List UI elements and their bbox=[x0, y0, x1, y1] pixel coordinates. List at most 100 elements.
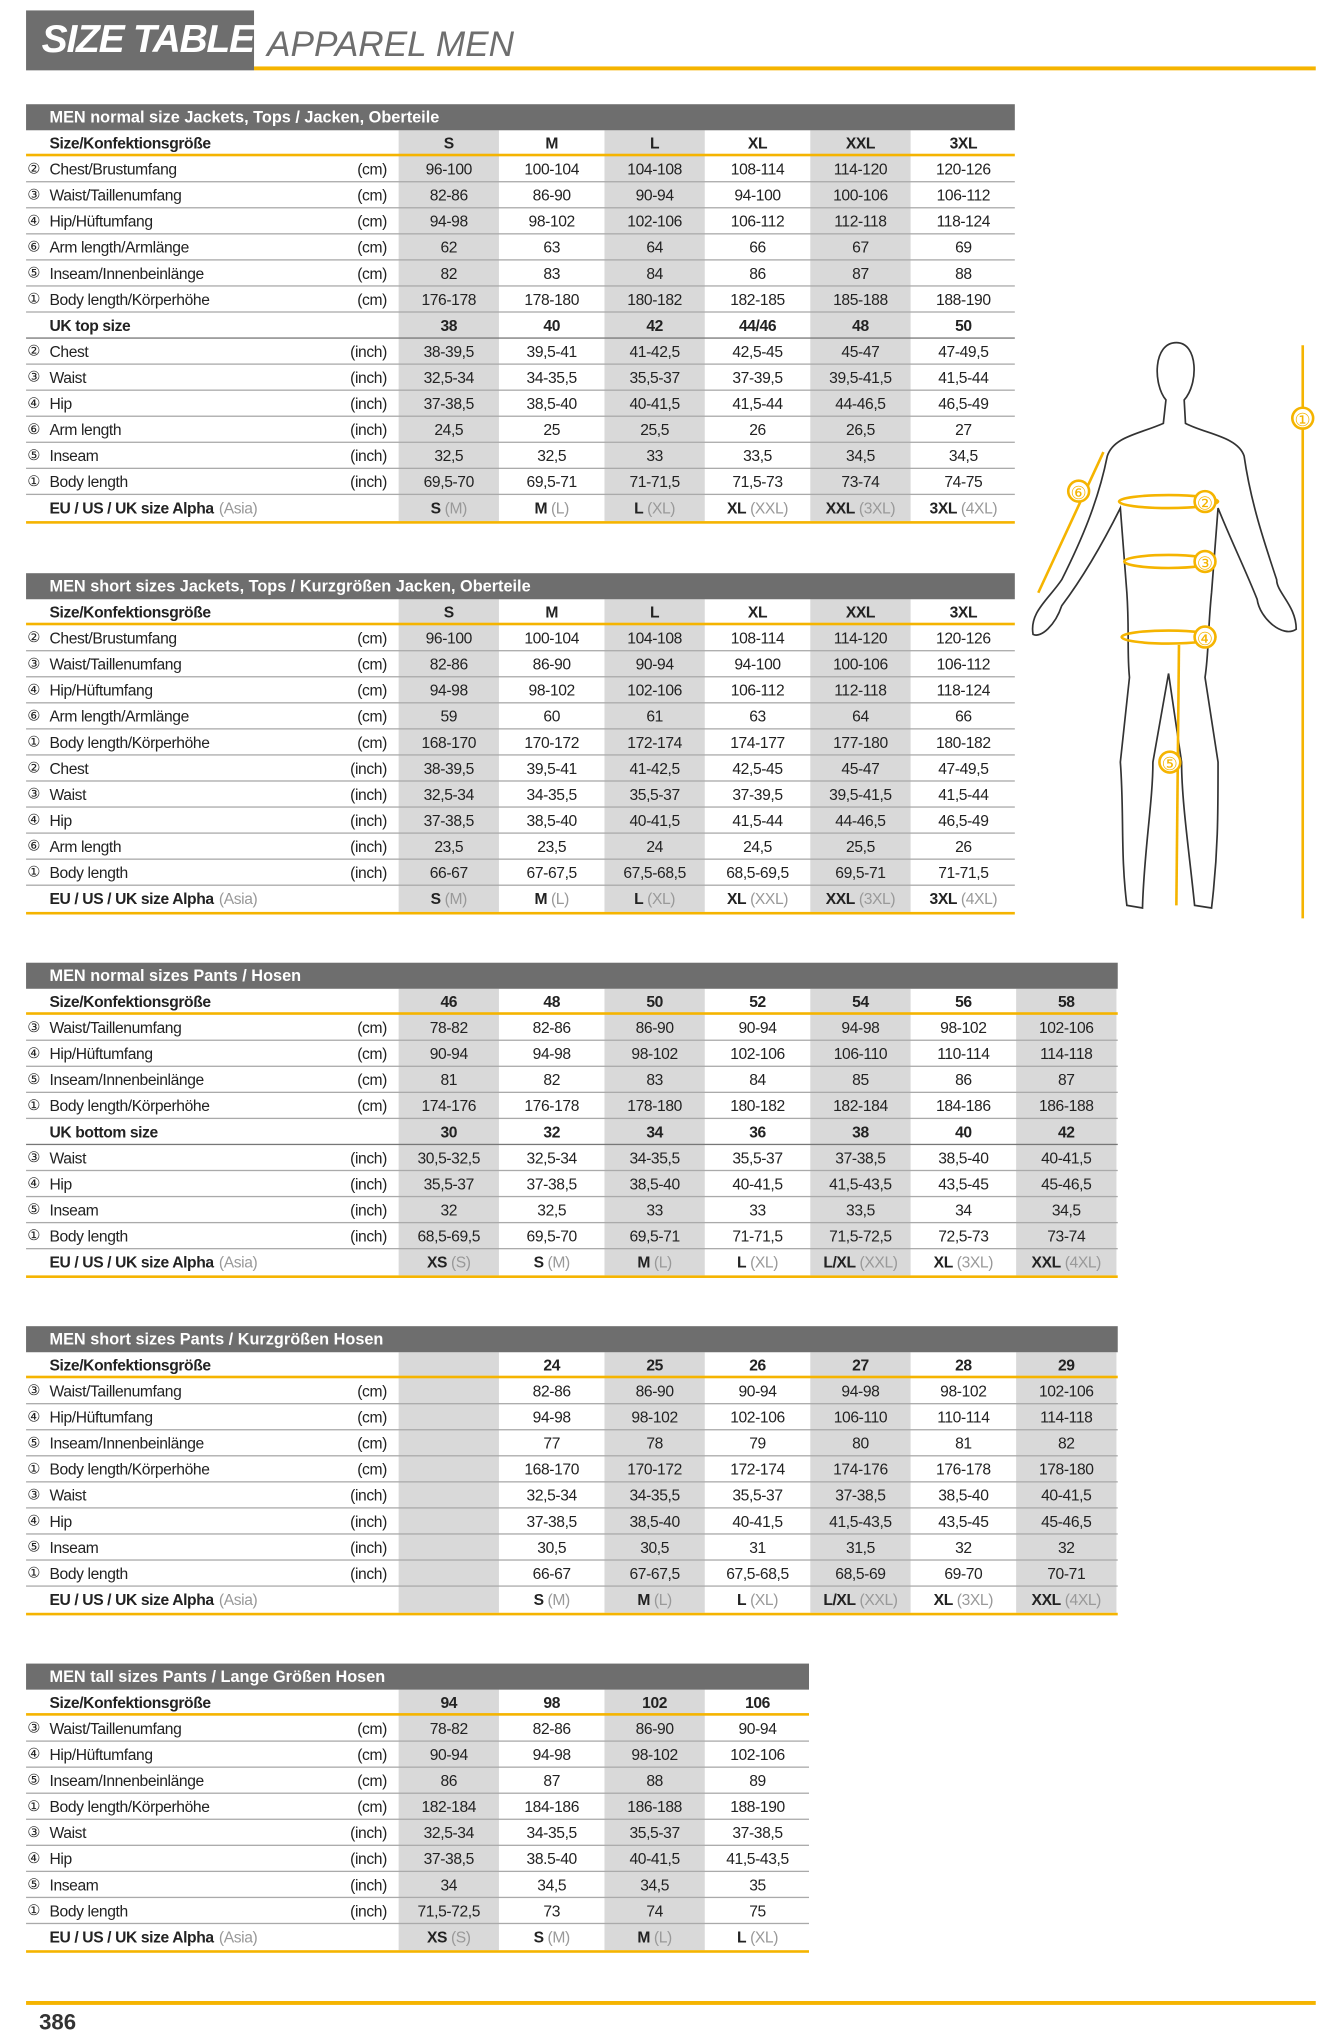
value: 67,5-68,5 bbox=[623, 863, 686, 882]
value: 110-114 bbox=[937, 1408, 990, 1427]
alpha-note: (Asia) bbox=[218, 1253, 258, 1272]
alpha-size: XS bbox=[426, 1928, 448, 1947]
row-label: Waist/Taillenumfang bbox=[49, 186, 182, 205]
value: 34,5 bbox=[640, 1875, 670, 1895]
alpha-asia: (3XL) bbox=[858, 498, 896, 518]
marker: ⑤ bbox=[27, 1202, 40, 1219]
value: 35,5-37 bbox=[629, 785, 680, 804]
value: 30 bbox=[440, 1122, 458, 1142]
alpha-value: M (L) bbox=[500, 495, 603, 521]
value: 78-82 bbox=[429, 1018, 468, 1037]
size-header: 3XL bbox=[949, 603, 978, 622]
alpha-asia: (M) bbox=[547, 1928, 571, 1947]
value: 78-82 bbox=[429, 1719, 468, 1738]
value: 41,5-43,5 bbox=[726, 1849, 789, 1869]
alpha-value: L (XL) bbox=[706, 1924, 809, 1950]
row-label: Body length/Körperhöhe bbox=[49, 1096, 210, 1116]
value: 40-41,5 bbox=[1041, 1486, 1092, 1505]
marker: ④ bbox=[27, 1409, 40, 1426]
value: 178-180 bbox=[1038, 1460, 1094, 1479]
alpha-asia: (M) bbox=[444, 889, 468, 909]
value: 86 bbox=[440, 1771, 458, 1790]
value: 120-126 bbox=[936, 629, 991, 648]
marker: ① bbox=[27, 474, 40, 490]
size-header: S bbox=[443, 134, 454, 153]
unit: (cm) bbox=[357, 1070, 387, 1090]
unit: (cm) bbox=[357, 681, 387, 700]
unit: (inch) bbox=[350, 1875, 387, 1895]
size-header: 25 bbox=[646, 1356, 663, 1375]
value: 37-38,5 bbox=[732, 1823, 783, 1843]
row-line bbox=[26, 1248, 1118, 1250]
rule bbox=[26, 622, 1015, 626]
row-line bbox=[26, 415, 1015, 417]
value: 31 bbox=[749, 1538, 766, 1557]
value: 35,5-37 bbox=[629, 368, 680, 387]
value: 72,5-73 bbox=[938, 1227, 989, 1246]
value: 94-100 bbox=[734, 186, 781, 205]
row-label: Inseam bbox=[49, 1201, 99, 1220]
value: 100-104 bbox=[524, 160, 580, 179]
size-header: 27 bbox=[852, 1356, 869, 1375]
marker: ③ bbox=[27, 1487, 40, 1504]
value: 170-172 bbox=[627, 1460, 682, 1479]
row-line bbox=[26, 1455, 1118, 1457]
value: 37-38,5 bbox=[526, 1512, 578, 1531]
alpha-value: S (M) bbox=[500, 1249, 603, 1275]
unit: (cm) bbox=[357, 1719, 387, 1738]
row-label: Hip bbox=[49, 1849, 73, 1869]
marker: ⑥ bbox=[27, 422, 40, 438]
value: 176-178 bbox=[421, 290, 477, 309]
value: 25,5 bbox=[640, 420, 670, 440]
alpha-value: L (XL) bbox=[706, 1587, 809, 1613]
row-line bbox=[26, 311, 1015, 313]
marker: ⑤ bbox=[27, 1539, 40, 1556]
column-shade bbox=[810, 988, 911, 1276]
alpha-note: (Asia) bbox=[218, 1928, 258, 1947]
rule bbox=[26, 1375, 1118, 1379]
value: 90-94 bbox=[429, 1745, 468, 1764]
alpha-asia: (XXL) bbox=[750, 498, 789, 518]
value: 86-90 bbox=[532, 655, 571, 674]
value: 98-102 bbox=[940, 1018, 987, 1037]
unit: (cm) bbox=[357, 290, 387, 309]
size-header: 48 bbox=[543, 992, 561, 1011]
value: 185-188 bbox=[833, 290, 888, 309]
value: 46,5-49 bbox=[938, 811, 989, 830]
value: 33 bbox=[646, 1201, 663, 1220]
row-label: Body length bbox=[49, 1227, 129, 1246]
alpha-value: L/XL (XXL) bbox=[809, 1249, 912, 1275]
value: 36 bbox=[749, 1122, 766, 1142]
unit: (inch) bbox=[350, 446, 387, 466]
marker: ⑤ bbox=[27, 1435, 40, 1452]
row-line bbox=[26, 1922, 809, 1925]
value: 78 bbox=[646, 1434, 663, 1453]
alpha-note: (Asia) bbox=[218, 1590, 258, 1609]
alpha-value: M (L) bbox=[603, 1249, 706, 1275]
row-line bbox=[26, 832, 1015, 834]
row-line bbox=[26, 780, 1015, 782]
value: 32,5-34 bbox=[423, 785, 475, 804]
value: 40-41,5 bbox=[732, 1512, 783, 1531]
unit: (cm) bbox=[357, 186, 387, 205]
alpha-size: M bbox=[637, 1928, 651, 1947]
alpha-value: XXL (4XL) bbox=[1015, 1249, 1118, 1275]
alpha-size: XXL bbox=[1031, 1590, 1062, 1609]
value: 27 bbox=[955, 420, 972, 440]
value: 82-86 bbox=[429, 655, 468, 674]
column-shade bbox=[810, 599, 911, 912]
row-label: Body length bbox=[49, 863, 129, 882]
row-line bbox=[26, 884, 1015, 886]
value: 61 bbox=[646, 707, 663, 726]
value: 26 bbox=[749, 420, 766, 440]
value: 108-114 bbox=[730, 629, 785, 648]
value: 32,5 bbox=[434, 446, 464, 466]
value: 90-94 bbox=[635, 186, 674, 205]
row-line bbox=[26, 259, 1015, 261]
rule bbox=[26, 911, 1015, 915]
value: 69-70 bbox=[944, 1564, 983, 1583]
value: 37-38,5 bbox=[423, 394, 475, 413]
value: 94-98 bbox=[841, 1018, 880, 1037]
value: 98-102 bbox=[528, 212, 576, 231]
unit: (cm) bbox=[357, 1745, 387, 1764]
